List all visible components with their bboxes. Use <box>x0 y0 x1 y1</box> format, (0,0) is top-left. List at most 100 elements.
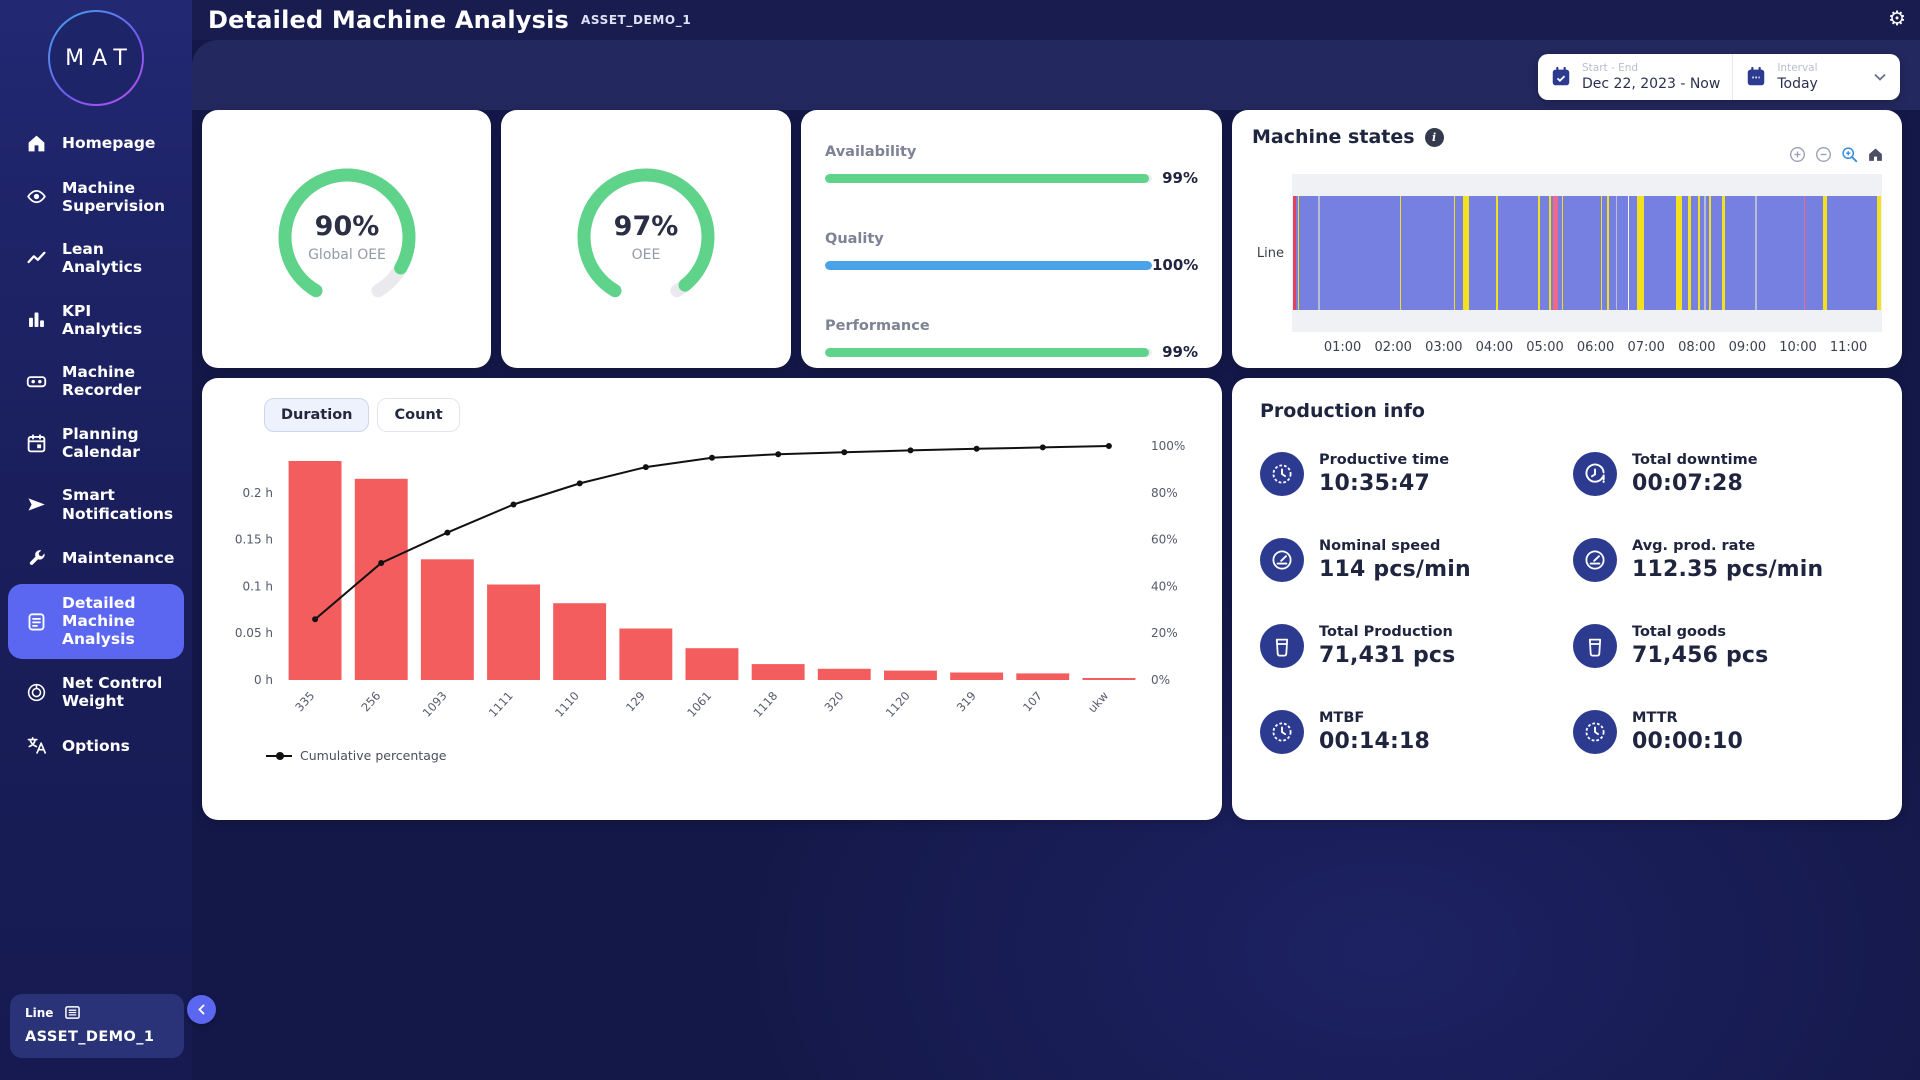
svg-text:0.1 h: 0.1 h <box>242 579 273 593</box>
tab-count[interactable]: Count <box>377 398 460 432</box>
timeline-segment-yellow <box>1697 196 1700 310</box>
timeline-segment-yellow <box>1537 196 1540 310</box>
trend-icon <box>26 248 47 269</box>
timeline-plot[interactable] <box>1292 174 1882 332</box>
stat-avg-prod-rate: Avg. prod. rate 112.35 pcs/min <box>1573 538 1874 582</box>
timeline-tick: 03:00 <box>1425 340 1463 355</box>
zoom-in-icon[interactable] <box>1789 146 1806 163</box>
timeline-segment-gray <box>1755 196 1757 310</box>
timeline-segment-red <box>1293 196 1296 310</box>
sidebar-item-smart-notifications[interactable]: Smart Notifications <box>8 476 184 533</box>
tab-duration[interactable]: Duration <box>264 398 370 432</box>
recorder-icon <box>26 371 47 392</box>
sidebar-item-detailed-machine-analysis[interactable]: Detailed Machine Analysis <box>8 583 184 659</box>
timeline-segment-yellow <box>1548 196 1551 310</box>
kpi-label: Quality <box>825 231 884 247</box>
date-range-label: Start - End <box>1582 62 1639 74</box>
svg-text:129: 129 <box>623 689 648 715</box>
home-icon <box>26 133 47 154</box>
interval-picker[interactable]: Interval Today <box>1732 54 1900 100</box>
sidebar-item-planning-calendar[interactable]: Planning Calendar <box>8 415 184 472</box>
top-bar: Detailed Machine Analysis ASSET_DEMO_1 ⚙ <box>0 0 1920 40</box>
sidebar-item-maintenance[interactable]: Maintenance <box>8 538 184 579</box>
machine-states-card: Machine states i Line 01:00 02:00 03:00 04:… <box>1232 110 1902 368</box>
timeline-segment-yellow <box>1708 196 1711 310</box>
sidebar-item-options[interactable]: Options <box>8 725 184 766</box>
container-icon <box>1260 624 1304 668</box>
reset-home-icon[interactable] <box>1867 146 1884 163</box>
svg-text:80%: 80% <box>1151 486 1178 500</box>
gauge-label: OEE <box>632 247 661 263</box>
timeline-segment-pink <box>1553 196 1559 310</box>
timeline-segment-gray <box>1704 196 1706 310</box>
zoom-out-icon[interactable] <box>1815 146 1832 163</box>
legend-line-marker <box>266 751 292 760</box>
sidebar-item-homepage[interactable]: Homepage <box>8 123 184 164</box>
timeline-tick: 08:00 <box>1678 340 1716 355</box>
machine-states-title: Machine states <box>1252 126 1415 148</box>
stat-mttr: MTTR 00:00:10 <box>1573 710 1874 754</box>
kpi-progress-fill <box>825 347 1149 357</box>
stat-nominal-speed: Nominal speed 114 pcs/min <box>1260 538 1561 582</box>
timeline-segment-gray <box>1616 196 1618 310</box>
sidebar-item-label: Maintenance <box>62 549 175 568</box>
sidebar-item-lean-analytics[interactable]: Lean Analytics <box>8 230 184 287</box>
date-range-picker[interactable]: Start - End Dec 22, 2023 - Now <box>1538 54 1732 100</box>
container-icon <box>1573 624 1617 668</box>
sidebar-item-label: Planning Calendar <box>62 424 140 462</box>
app-logo: MAT <box>48 10 144 106</box>
pareto-tabs: Duration Count <box>264 398 1202 432</box>
timeline-tick: 07:00 <box>1627 340 1665 355</box>
date-filter-bar: Start - End Dec 22, 2023 - Now Interval … <box>1538 54 1900 100</box>
timeline-tick: 01:00 <box>1323 340 1362 355</box>
asset-list-icon <box>65 1006 81 1019</box>
date-range-value: Dec 22, 2023 - Now <box>1582 76 1721 92</box>
timeline-tick: 09:00 <box>1728 340 1767 355</box>
sidebar-item-machine-recorder[interactable]: Machine Recorder <box>8 353 184 410</box>
timeline-segment-yellow <box>1462 196 1469 310</box>
svg-text:1120: 1120 <box>883 689 913 720</box>
sidebar-collapse-button[interactable] <box>187 995 216 1024</box>
svg-text:1110: 1110 <box>552 689 582 720</box>
chart-toolbar <box>1789 146 1884 163</box>
timeline-segment-yellow <box>1298 196 1300 310</box>
timeline-segment-yellow <box>1600 196 1603 310</box>
settings-gear-icon[interactable]: ⚙ <box>1888 6 1906 30</box>
zoom-box-icon[interactable] <box>1841 146 1858 163</box>
main-content: 90% Global OEE 97% OEE Availability 99% Qu… <box>192 110 1920 820</box>
timeline-segment-yellow <box>1400 196 1402 310</box>
sidebar-item-net-control-weight[interactable]: Net Control Weight <box>8 664 184 721</box>
kpi-progress-fill <box>825 260 1152 270</box>
speedometer-icon <box>1573 538 1617 582</box>
svg-text:60%: 60% <box>1151 533 1178 547</box>
svg-text:1061: 1061 <box>684 689 714 720</box>
stat-productive-time: Productive time 10:35:47 <box>1260 452 1561 496</box>
global-oee-gauge-card: 90% Global OEE <box>202 110 491 368</box>
bars-icon <box>26 309 47 330</box>
timeline-tick: 06:00 <box>1576 340 1615 355</box>
timeline-segment-yellow <box>1606 196 1609 310</box>
selected-asset-chip[interactable]: Line ASSET_DEMO_1 <box>10 994 184 1058</box>
sidebar-item-machine-supervision[interactable]: Machine Supervision <box>8 169 184 226</box>
sidebar-item-kpi-analytics[interactable]: KPI Analytics <box>8 292 184 349</box>
kpi-progress-track <box>825 347 1152 357</box>
page-title: Detailed Machine Analysis <box>208 6 569 34</box>
clock-icon <box>1573 710 1617 754</box>
timeline-x-axis: 01:00 02:00 03:00 04:00 05:00 06:00 07:00 08:00… <box>1292 340 1882 362</box>
stat-value: 10:35:47 <box>1319 471 1431 496</box>
svg-text:107: 107 <box>1020 689 1045 715</box>
kpi-progress-track <box>825 260 1152 270</box>
interval-value: Today <box>1777 76 1818 92</box>
chevron-down-icon[interactable] <box>1872 69 1888 85</box>
info-icon[interactable]: i <box>1424 127 1444 147</box>
calendar-icon <box>26 433 47 454</box>
sidebar-item-label: Smart Notifications <box>62 486 174 523</box>
send-icon <box>26 494 47 515</box>
timeline-segment-yellow <box>1676 196 1683 310</box>
note-icon <box>26 611 47 632</box>
speedometer-icon <box>1260 538 1304 582</box>
svg-text:100%: 100% <box>1151 439 1185 453</box>
production-info-card: Production info Productive time 10:35:47… <box>1232 378 1902 820</box>
stat-mtbf: MTBF 00:14:18 <box>1260 710 1561 754</box>
production-stats-grid: Productive time 10:35:47 Total downtime … <box>1260 452 1874 754</box>
